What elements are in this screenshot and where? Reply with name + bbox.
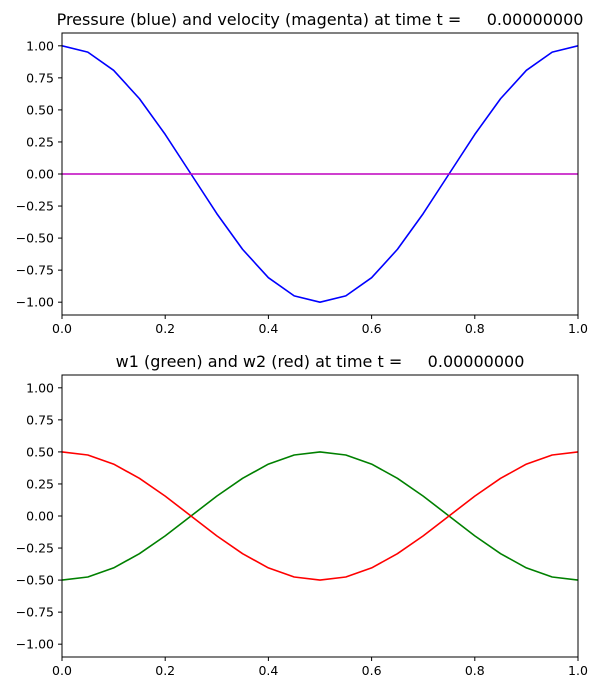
y-tick-label: −0.75: [16, 605, 54, 620]
y-tick-label: 0.50: [26, 102, 54, 117]
y-tick-label: 0.25: [26, 134, 54, 149]
y-tick-label: −0.75: [16, 263, 54, 278]
y-tick-label: 0.75: [26, 70, 54, 85]
x-tick-label: 0.4: [258, 321, 278, 336]
x-tick-label: 1.0: [568, 663, 588, 678]
x-tick-label: 1.0: [568, 321, 588, 336]
plot-frame: [61, 32, 579, 316]
x-tick-label: 0.0: [52, 663, 72, 678]
y-tick-label: −0.25: [16, 541, 54, 556]
y-tick-label: 1.00: [26, 380, 54, 395]
series-line-1: [62, 45, 578, 303]
y-tick-label: −0.50: [16, 573, 54, 588]
x-tick-label: 0.4: [258, 663, 278, 678]
chart-title: w1 (green) and w2 (red) at time t = 0.00…: [116, 352, 525, 371]
x-tick-label: 0.6: [362, 663, 382, 678]
x-tick-label: 0.0: [52, 321, 72, 336]
series-line-2: [62, 451, 578, 581]
x-tick-label: 0.2: [155, 321, 175, 336]
y-tick-label: −0.50: [16, 231, 54, 246]
y-tick-label: 0.75: [26, 412, 54, 427]
chart-2: w1 (green) and w2 (red) at time t = 0.00…: [16, 352, 588, 678]
x-tick-label: 0.6: [362, 321, 382, 336]
plot-frame: [61, 374, 579, 658]
chart-1: Pressure (blue) and velocity (magenta) a…: [16, 10, 588, 336]
y-tick-label: −1.00: [16, 637, 54, 652]
chart-title: Pressure (blue) and velocity (magenta) a…: [57, 10, 584, 29]
y-tick-label: 0.50: [26, 444, 54, 459]
y-tick-label: −1.00: [16, 295, 54, 310]
y-tick-label: −0.25: [16, 199, 54, 214]
y-tick-label: 0.25: [26, 476, 54, 491]
series-line-1: [62, 451, 578, 581]
x-tick-label: 0.2: [155, 663, 175, 678]
y-tick-label: 1.00: [26, 38, 54, 53]
y-tick-label: 0.00: [26, 509, 54, 524]
x-tick-label: 0.8: [465, 321, 485, 336]
y-tick-label: 0.00: [26, 167, 54, 182]
x-tick-label: 0.8: [465, 663, 485, 678]
